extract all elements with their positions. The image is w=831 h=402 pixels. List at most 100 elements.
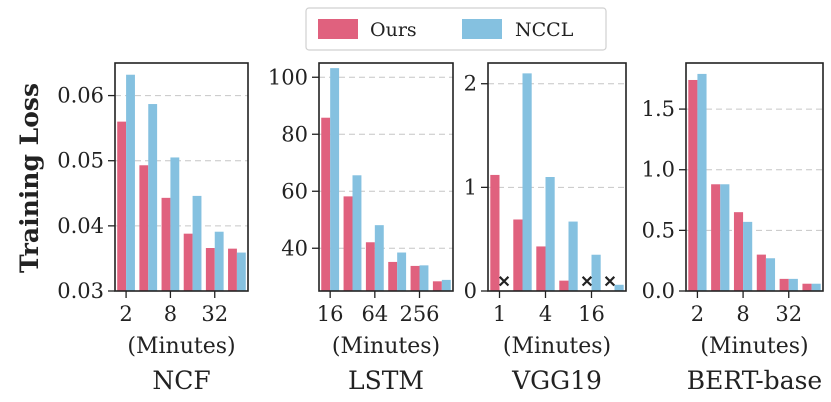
bar-ours-0 [490,174,500,291]
x-axis-label: (Minutes) [700,334,808,359]
bar-nccl-2 [170,157,180,291]
bar-nccl-2 [743,221,753,291]
bar-ours-5 [432,281,442,291]
y-tick-label: 0 [464,279,477,303]
legend-swatch-nccl [462,19,502,39]
y-tick-label: 0.06 [57,84,104,108]
y-axis-label: Training Loss [15,83,44,273]
y-tick-label: 40 [281,236,308,260]
y-tick-label: 0.05 [57,149,104,173]
bar-nccl-0 [330,68,340,291]
x-tick-label: 32 [201,302,228,326]
y-tick-label: 100 [268,65,308,89]
bar-ours-3 [559,280,569,291]
bar-nccl-2 [374,225,384,291]
bar-ours-1 [711,184,721,291]
y-tick-label: 0.5 [642,218,675,242]
bar-ours-0 [688,79,698,291]
y-tick-label: 2 [464,72,477,96]
bar-nccl-1 [522,73,532,291]
y-tick-label: 80 [281,122,308,146]
bar-ours-4 [779,278,789,291]
y-tick-label: 0.04 [57,214,104,238]
bar-ours-2 [733,212,744,291]
bar-nccl-1 [352,175,362,291]
legend-label-nccl: NCCL [515,19,574,41]
x-tick-label: 8 [164,302,177,326]
x-tick-label: 64 [361,302,388,326]
x-tick-label: 8 [736,302,749,326]
bar-nccl-4 [214,231,224,291]
panel-title: BERT-base [687,366,822,395]
y-tick-label: 1 [464,175,477,199]
x-axis-label: (Minutes) [503,334,611,359]
x-tick-label: 1 [493,302,506,326]
legend-label-ours: Ours [370,19,417,41]
bar-ours-2 [536,246,546,291]
chart-panel-3: 0.0 0.5 1.0 1.5 2 8 32 (Minutes) BERT-base [642,62,824,395]
bar-nccl-5 [811,283,821,291]
plot-frame [685,62,824,292]
bar-nccl-5 [236,252,246,291]
bar-nccl-0 [697,73,707,292]
y-tick-label: 1.5 [642,97,675,121]
bar-nccl-4 [788,278,798,291]
y-tick-label: 0.0 [642,279,675,303]
bar-ours-1 [513,219,523,291]
x-tick-label: 16 [578,302,605,326]
x-axis-label: (Minutes) [127,334,235,359]
chart-panel-0: 0.03 0.04 0.05 0.06 2 8 32 (Minutes) NCF [57,62,249,395]
bar-nccl-5 [614,284,624,291]
bar-nccl-0 [126,74,135,292]
missing-marker: ✕ [580,272,593,291]
y-tick-label: 1.0 [642,158,675,182]
y-tick-label: 0.03 [57,279,104,303]
legend-box [305,7,607,51]
x-axis-label: (Minutes) [332,334,440,359]
panel-title: NCF [152,366,210,395]
x-tick-label: 2 [119,302,132,326]
y-tick-label: 60 [281,179,308,203]
bar-ours-1 [343,196,353,291]
bar-ours-2 [161,197,171,291]
bar-nccl-1 [148,104,158,291]
bar-ours-2 [365,242,375,291]
bar-nccl-2 [545,177,555,291]
legend-swatch-ours [318,19,358,39]
bar-nccl-4 [591,254,601,291]
bar-nccl-5 [441,279,451,291]
x-tick-label: 16 [317,302,344,326]
bar-ours-1 [139,165,149,291]
bar-nccl-1 [720,184,730,291]
bar-ours-3 [756,254,766,291]
plot-frame [487,62,627,292]
bar-ours-5 [228,248,237,291]
bar-nccl-3 [192,195,202,291]
x-tick-label: 2 [691,302,704,326]
bar-ours-0 [321,117,331,291]
bar-ours-4 [205,248,215,291]
chart-panels: 0.030.040.050.062 8 32(Minutes)NCF40608010… [57,62,824,395]
missing-marker: ✕ [603,272,616,291]
x-tick-label: 256 [399,302,439,326]
legend: Ours NCCL [305,7,607,51]
x-tick-label: 4 [539,302,552,326]
bar-nccl-3 [568,221,578,291]
missing-marker: ✕ [497,272,510,291]
bar-ours-3 [388,261,398,291]
bar-nccl-4 [419,265,429,291]
bar-ours-0 [117,121,127,291]
x-tick-label: 32 [775,302,802,326]
bar-ours-4 [410,265,420,291]
bar-nccl-3 [765,258,776,291]
bar-ours-5 [802,283,812,291]
plot-frame [114,62,249,292]
chart-panel-2: 012✕ ✕ ✕1 4 16(Minutes)VGG19 [464,62,627,395]
panel-title: VGG19 [511,366,602,395]
chart-panel-1: 40 60 80 100 16 64 256 (Minutes) LSTM [268,62,454,395]
plot-frame [318,62,454,292]
bar-nccl-3 [397,252,407,291]
bar-ours-3 [183,233,193,291]
panel-title: LSTM [348,366,424,395]
